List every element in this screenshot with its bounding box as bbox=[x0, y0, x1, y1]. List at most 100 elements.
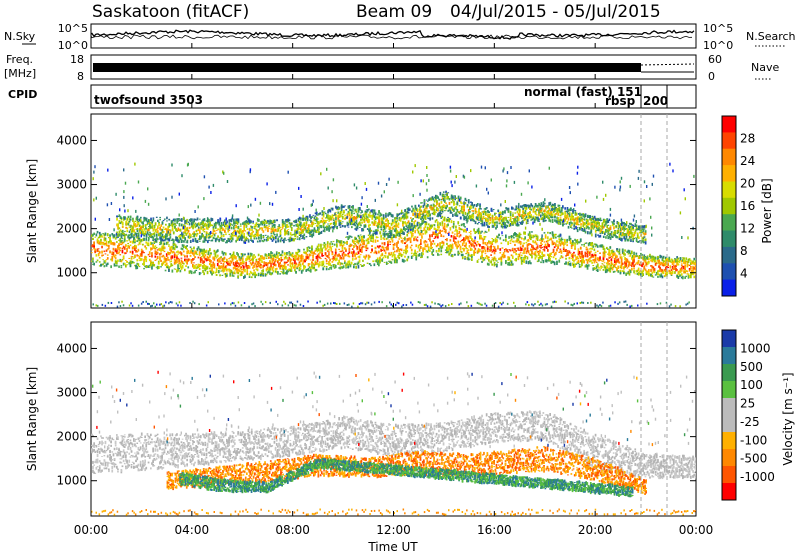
heatmap-cell bbox=[200, 222, 202, 225]
heatmap-cell bbox=[324, 220, 327, 223]
heatmap-cell bbox=[633, 251, 635, 255]
heatmap-cell bbox=[335, 213, 337, 218]
heatmap-cell bbox=[316, 248, 319, 250]
heatmap-cell bbox=[174, 254, 177, 257]
heatmap-cell bbox=[226, 258, 228, 260]
heatmap-cell bbox=[248, 260, 251, 262]
heatmap-cell bbox=[144, 258, 146, 261]
heatmap-cell bbox=[123, 232, 125, 235]
heatmap-cell bbox=[134, 231, 137, 233]
heatmap-cell bbox=[494, 237, 497, 241]
heatmap-cell bbox=[208, 236, 210, 239]
heatmap-cell bbox=[317, 244, 320, 248]
heatmap-cell bbox=[262, 230, 265, 233]
heatmap-cell bbox=[602, 255, 605, 258]
heatmap-cell bbox=[399, 248, 402, 250]
heatmap-cell bbox=[289, 239, 292, 242]
heatmap-cell bbox=[205, 224, 208, 227]
heatmap-cell bbox=[302, 229, 304, 232]
heatmap-cell bbox=[152, 236, 155, 240]
heatmap-cell bbox=[544, 234, 547, 237]
heatmap-cell bbox=[363, 235, 365, 239]
heatmap-cell bbox=[356, 262, 359, 266]
heatmap-cell bbox=[243, 240, 245, 244]
heatmap-cell bbox=[245, 239, 248, 242]
heatmap-cell bbox=[238, 258, 241, 261]
heatmap-cell bbox=[241, 268, 244, 270]
heatmap-cell bbox=[364, 217, 367, 219]
heatmap-cell bbox=[330, 247, 333, 250]
heatmap-cell bbox=[507, 242, 509, 246]
heatmap-cell bbox=[160, 266, 162, 268]
heatmap-cell bbox=[111, 233, 114, 236]
nsearch-tick-high: 10^5 bbox=[703, 22, 733, 35]
heatmap-cell bbox=[541, 259, 543, 261]
heatmap-cell bbox=[585, 259, 588, 261]
heatmap-cell bbox=[548, 239, 550, 241]
heatmap-cell bbox=[525, 242, 528, 244]
heatmap-cell bbox=[134, 264, 136, 267]
heatmap-cell bbox=[234, 221, 236, 223]
beam-title: Beam 09 bbox=[356, 2, 432, 22]
heatmap-cell bbox=[619, 254, 622, 256]
heatmap-cell bbox=[243, 236, 245, 239]
heatmap-cell bbox=[193, 271, 195, 274]
heatmap-cell bbox=[146, 229, 149, 231]
heatmap-cell bbox=[326, 263, 329, 265]
heatmap-cell bbox=[220, 222, 223, 225]
heatmap-cell bbox=[239, 266, 242, 269]
heatmap-cell bbox=[432, 224, 435, 226]
heatmap-cell bbox=[260, 258, 262, 262]
heatmap-cell bbox=[429, 238, 431, 242]
heatmap-cell bbox=[183, 235, 185, 239]
heatmap-cell bbox=[242, 236, 244, 239]
heatmap-cell bbox=[197, 246, 200, 249]
heatmap-cell bbox=[146, 231, 149, 235]
heatmap-cell bbox=[517, 234, 520, 238]
heatmap-cell bbox=[601, 245, 604, 248]
heatmap-cell bbox=[220, 256, 222, 258]
heatmap-cell bbox=[551, 240, 554, 243]
heatmap-cell bbox=[535, 237, 538, 240]
heatmap-cell bbox=[237, 268, 239, 272]
heatmap-cell bbox=[263, 224, 266, 226]
heatmap-cell bbox=[120, 220, 123, 224]
heatmap-cell bbox=[638, 264, 641, 266]
heatmap-cell bbox=[201, 258, 203, 261]
heatmap-cell bbox=[329, 226, 332, 229]
heatmap-cell bbox=[154, 229, 157, 231]
heatmap-cell bbox=[547, 253, 549, 256]
heatmap-cell bbox=[135, 236, 138, 238]
heatmap-cell bbox=[239, 228, 242, 230]
heatmap-cell bbox=[317, 229, 319, 231]
heatmap-cell bbox=[534, 240, 537, 244]
heatmap-cell bbox=[511, 235, 514, 238]
heatmap-cell bbox=[617, 258, 620, 262]
heatmap-cell bbox=[611, 255, 614, 259]
heatmap-cell bbox=[592, 256, 595, 258]
heatmap-cell bbox=[291, 263, 294, 267]
heatmap-cell bbox=[550, 255, 553, 258]
heatmap-cell bbox=[489, 246, 491, 249]
heatmap-cell bbox=[189, 218, 192, 222]
heatmap-cell bbox=[211, 267, 213, 269]
heatmap-cell bbox=[459, 247, 462, 249]
heatmap-cell bbox=[463, 239, 465, 242]
heatmap-cell bbox=[641, 256, 643, 259]
heatmap-cell bbox=[607, 269, 609, 271]
heatmap-cell bbox=[490, 254, 492, 256]
heatmap-cell bbox=[169, 236, 172, 239]
heatmap-cell bbox=[160, 248, 162, 252]
heatmap-cell bbox=[589, 248, 591, 250]
heatmap-cell bbox=[558, 234, 561, 238]
heatmap-cell bbox=[237, 271, 239, 275]
heatmap-cell bbox=[189, 234, 192, 237]
heatmap-cell bbox=[665, 272, 667, 276]
heatmap-cell bbox=[517, 238, 520, 241]
heatmap-cell bbox=[300, 232, 302, 235]
heatmap-cell bbox=[121, 238, 124, 240]
heatmap-cell bbox=[223, 256, 226, 260]
heatmap-cell bbox=[253, 254, 255, 256]
heatmap-cell bbox=[537, 254, 540, 256]
heatmap-cell bbox=[543, 254, 546, 257]
